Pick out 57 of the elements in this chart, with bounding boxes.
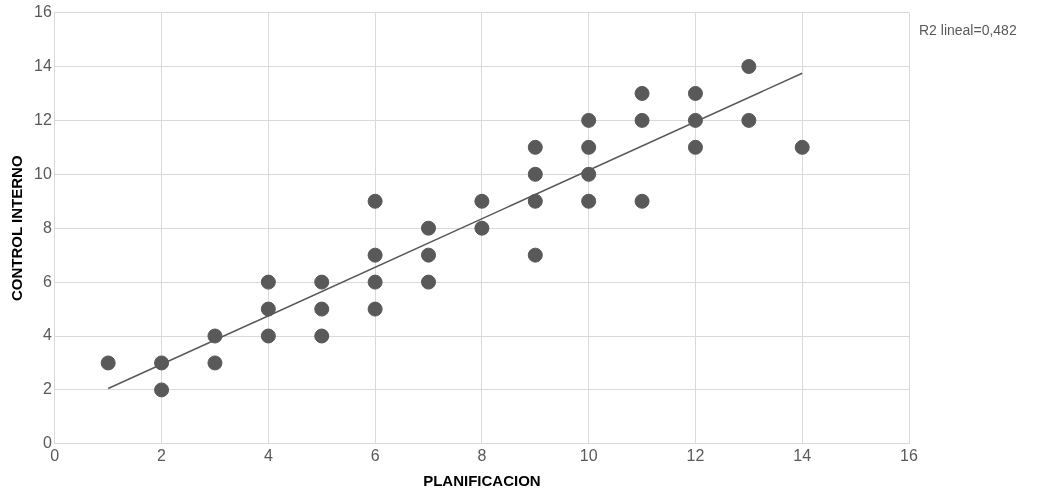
point [687,139,703,155]
point [314,301,330,317]
y-tick-label: 6 [42,272,52,290]
point [207,328,223,344]
point [741,112,757,128]
point [527,193,543,209]
x-tick-label: 12 [686,446,705,464]
y-tick-label: 8 [42,218,52,236]
point [581,166,597,182]
point [421,247,437,263]
point [314,328,330,344]
point [794,139,810,155]
point [634,193,650,209]
point [687,85,703,101]
point [154,355,170,371]
point [421,274,437,290]
point [367,301,383,317]
y-tick-label: 4 [42,326,52,344]
point [154,382,170,398]
point [634,112,650,128]
point [741,59,757,74]
y-axis-title: CONTROL INTERNO [8,155,26,301]
y-tick-label: 10 [34,164,52,182]
x-tick-label: 4 [263,446,273,464]
x-tick-label: 14 [793,446,812,464]
point [260,301,276,317]
point [474,220,490,236]
point [260,274,276,290]
point [367,274,383,290]
point [207,355,223,371]
x-tick-label: 10 [579,446,598,464]
x-tick-label: 2 [157,446,167,464]
point [367,193,383,209]
point [367,247,383,263]
point [260,328,276,344]
text: R2 lineal=0,482 [919,22,1017,39]
point [527,247,543,263]
x-axis-title: PLANIFICACION [423,472,541,490]
point [100,355,116,371]
y-tick-label: 14 [34,56,52,74]
point [527,139,543,155]
y-tick-label: 12 [34,110,52,128]
point [527,166,543,182]
y-tick-label: 2 [42,380,52,398]
y-tick-label: 16 [34,3,52,21]
y-tick-label: 0 [42,434,52,452]
x-tick-label: 8 [477,446,487,464]
point [581,112,597,128]
point [687,112,703,128]
point [634,85,650,101]
point [474,193,490,209]
point [581,139,597,155]
x-tick-label: 16 [900,446,918,464]
point [314,274,330,290]
x-tick-label: 6 [370,446,380,464]
point [421,220,437,236]
point [581,193,597,209]
